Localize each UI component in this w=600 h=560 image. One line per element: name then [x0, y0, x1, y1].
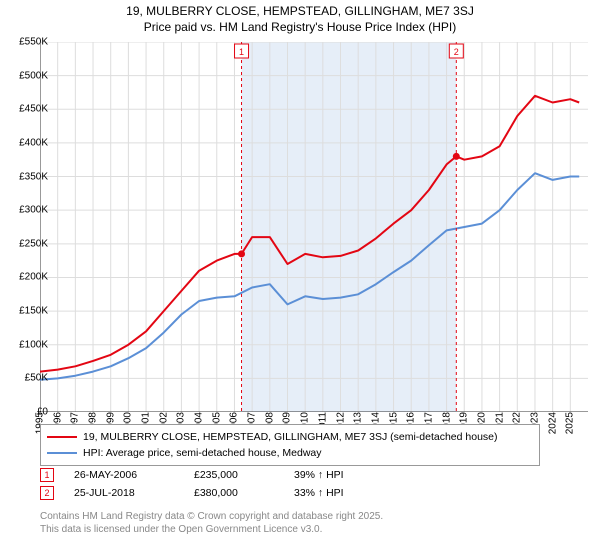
- title-line-2: Price paid vs. HM Land Registry's House …: [0, 20, 600, 34]
- y-tick-label: £150K: [4, 306, 48, 317]
- attribution-line-2: This data is licensed under the Open Gov…: [40, 523, 383, 536]
- y-tick-label: £550K: [4, 37, 48, 48]
- y-tick-label: £300K: [4, 205, 48, 216]
- legend-item: HPI: Average price, semi-detached house,…: [47, 445, 533, 461]
- y-tick-label: £50K: [4, 373, 48, 384]
- marker-price: £235,000: [194, 469, 274, 481]
- y-tick-label: £100K: [4, 339, 48, 350]
- y-tick-label: £450K: [4, 104, 48, 115]
- marker-row: 1 26-MAY-2006 £235,000 39% ↑ HPI: [40, 466, 384, 484]
- svg-text:2: 2: [454, 47, 459, 57]
- y-tick-label: £500K: [4, 70, 48, 81]
- legend-label: 19, MULBERRY CLOSE, HEMPSTEAD, GILLINGHA…: [83, 431, 498, 443]
- y-tick-label: £200K: [4, 272, 48, 283]
- chart-container: 19, MULBERRY CLOSE, HEMPSTEAD, GILLINGHA…: [0, 0, 600, 560]
- marker-pct: 33% ↑ HPI: [294, 487, 384, 499]
- y-tick-label: £350K: [4, 171, 48, 182]
- svg-text:1: 1: [239, 47, 244, 57]
- marker-box-icon: 2: [40, 486, 54, 500]
- marker-price: £380,000: [194, 487, 274, 499]
- legend-swatch: [47, 452, 77, 454]
- legend-label: HPI: Average price, semi-detached house,…: [83, 447, 322, 459]
- legend-swatch: [47, 436, 77, 438]
- line-chart: 12: [40, 42, 588, 412]
- marker-date: 26-MAY-2006: [74, 469, 174, 481]
- x-tick-label: 2025: [565, 412, 576, 434]
- marker-table: 1 26-MAY-2006 £235,000 39% ↑ HPI 2 25-JU…: [40, 466, 384, 502]
- attribution-line-1: Contains HM Land Registry data © Crown c…: [40, 510, 383, 523]
- y-tick-label: £400K: [4, 137, 48, 148]
- legend: 19, MULBERRY CLOSE, HEMPSTEAD, GILLINGHA…: [40, 424, 540, 466]
- marker-pct: 39% ↑ HPI: [294, 469, 384, 481]
- marker-box-icon: 1: [40, 468, 54, 482]
- y-tick-label: £250K: [4, 238, 48, 249]
- title-line-1: 19, MULBERRY CLOSE, HEMPSTEAD, GILLINGHA…: [0, 4, 600, 18]
- title-block: 19, MULBERRY CLOSE, HEMPSTEAD, GILLINGHA…: [0, 0, 600, 34]
- x-tick-label: 2024: [547, 412, 558, 434]
- legend-item: 19, MULBERRY CLOSE, HEMPSTEAD, GILLINGHA…: [47, 429, 533, 445]
- marker-date: 25-JUL-2018: [74, 487, 174, 499]
- marker-row: 2 25-JUL-2018 £380,000 33% ↑ HPI: [40, 484, 384, 502]
- attribution: Contains HM Land Registry data © Crown c…: [40, 510, 383, 536]
